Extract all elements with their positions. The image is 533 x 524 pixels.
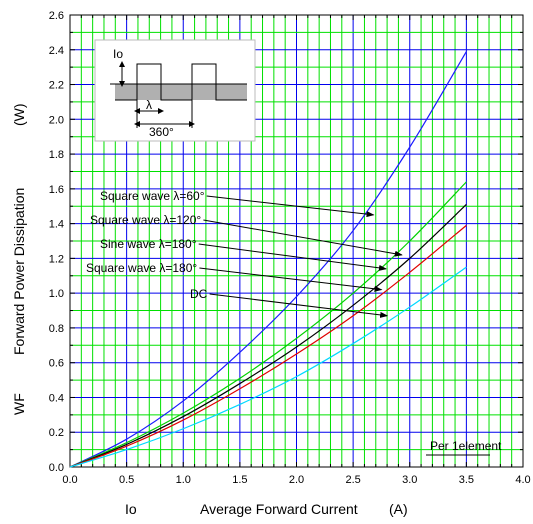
y-tick-label: 2.6 bbox=[49, 10, 64, 22]
series-line-sine-wave-180 bbox=[69, 204, 467, 468]
y-tick-label: 2.4 bbox=[49, 45, 64, 57]
y-axis-title: Forward Power Dissipation bbox=[11, 188, 27, 355]
y-tick-label: 2.0 bbox=[49, 114, 64, 126]
inset-band bbox=[115, 84, 247, 100]
x-tick-label: 2.0 bbox=[289, 474, 304, 486]
x-tick-label: 0.0 bbox=[62, 474, 77, 486]
annotation-arrow-square-wave-120 bbox=[203, 219, 403, 257]
x-axis-unit: (A) bbox=[389, 501, 408, 517]
annotation-label-sine-wave-180: Sine wave λ=180° bbox=[100, 237, 197, 251]
annotation-arrow-sine-wave-180 bbox=[198, 243, 387, 271]
x-tick-labels: 0.0 0.5 1.0 1.5 2.0 2.5 3.0 3.5 4.0 bbox=[62, 474, 530, 486]
y-tick-label: 1.6 bbox=[49, 184, 64, 196]
y-tick-label: 1.0 bbox=[49, 288, 64, 300]
series-line-square-wave-180 bbox=[69, 224, 467, 468]
series-line-square-wave-120 bbox=[69, 181, 467, 468]
annotation-arrow-dc bbox=[209, 293, 389, 318]
plot-frame bbox=[69, 14, 524, 468]
inset-lambda-label: λ bbox=[146, 98, 152, 112]
annotation-arrow-square-wave-180 bbox=[199, 267, 383, 292]
x-tick-label: 1.0 bbox=[176, 474, 191, 486]
inset-period-label: 360° bbox=[149, 125, 174, 139]
x-axis-symbol: Io bbox=[125, 501, 137, 517]
annotation-label-square-wave-120: Square wave λ=120° bbox=[90, 213, 201, 227]
y-axis-unit: (W) bbox=[11, 103, 27, 126]
series-layer bbox=[69, 51, 467, 468]
y-tick-label: 2.2 bbox=[49, 80, 64, 92]
x-tick-label: 4.0 bbox=[515, 474, 530, 486]
y-tick-label: 0.0 bbox=[49, 462, 64, 474]
y-axis-symbol: WF bbox=[11, 393, 27, 415]
y-tick-labels: 0.0 0.2 0.4 0.6 0.8 1.0 1.2 1.4 1.6 1.8 2.0 2.2 2.4 2… bbox=[49, 10, 64, 474]
x-tick-label: 2.5 bbox=[345, 474, 360, 486]
annotation-arrow-square-wave-60 bbox=[206, 195, 375, 218]
note-per-element: Per 1element bbox=[430, 439, 502, 453]
inset-square-wave bbox=[115, 63, 247, 101]
annotation-label-square-wave-60: Square wave λ=60° bbox=[100, 189, 205, 203]
annotation-label-dc: DC bbox=[190, 287, 208, 301]
y-tick-label: 1.8 bbox=[49, 149, 64, 161]
y-tick-label: 1.2 bbox=[49, 253, 64, 265]
y-tick-label: 0.2 bbox=[49, 427, 64, 439]
annotation-label-square-wave-180: Square wave λ=180° bbox=[86, 261, 197, 275]
x-tick-label: 0.5 bbox=[119, 474, 134, 486]
x-axis-title: Average Forward Current bbox=[200, 501, 358, 517]
inset-io-label: Io bbox=[113, 47, 123, 61]
x-tick-label: 3.0 bbox=[402, 474, 417, 486]
series-line-dc bbox=[69, 266, 467, 468]
y-tick-label: 0.4 bbox=[49, 392, 64, 404]
waveform-inset: Io λ 360° bbox=[94, 39, 256, 142]
y-tick-label: 1.4 bbox=[49, 219, 64, 231]
y-tick-label: 0.8 bbox=[49, 323, 64, 335]
annotation-layer: Square wave λ=60° Square wave λ=120° Sine … bbox=[86, 189, 403, 318]
x-tick-label: 1.5 bbox=[232, 474, 247, 486]
series-line-square-wave-60 bbox=[69, 51, 467, 468]
x-tick-label: 3.5 bbox=[459, 474, 474, 486]
y-tick-label: 0.6 bbox=[49, 358, 64, 370]
